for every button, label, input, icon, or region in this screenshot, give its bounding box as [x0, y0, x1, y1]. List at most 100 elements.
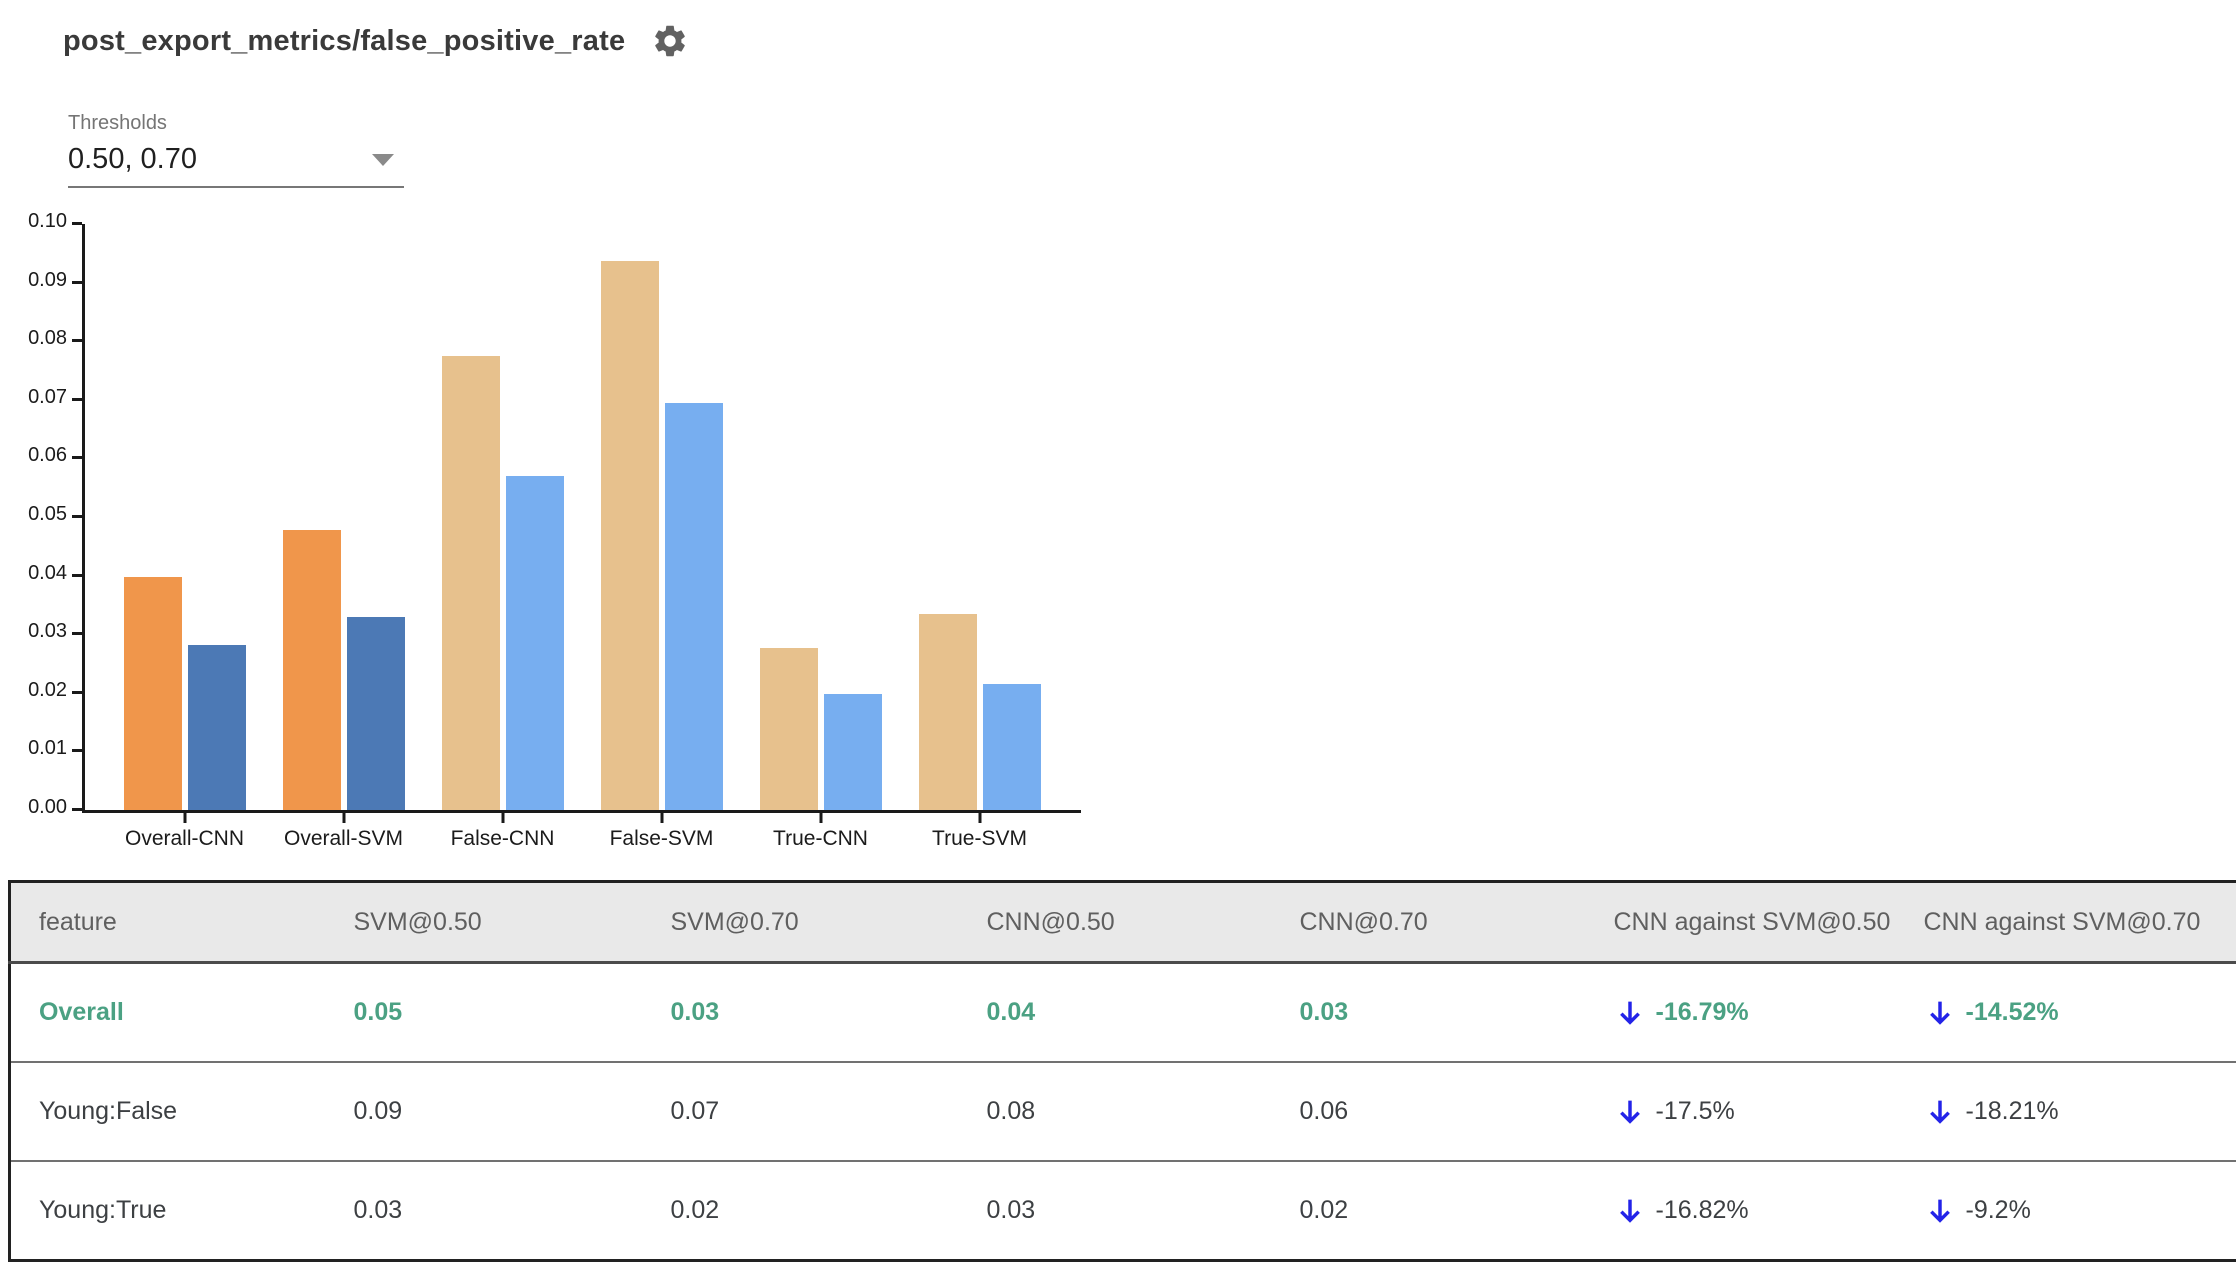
column-header-cnn-0-70: CNN@0.70 — [1300, 882, 1614, 963]
y-tick-mark — [72, 339, 82, 342]
y-tick-label: 0.02 — [7, 679, 67, 702]
bar-group-false-cnn — [423, 356, 582, 810]
bar-group-true-svm — [900, 614, 1059, 810]
delta-cell: -9.2% — [1924, 1161, 2236, 1261]
bar-true-cnn-threshold-0.50 — [760, 648, 818, 810]
y-tick-label: 0.05 — [7, 503, 67, 526]
y-tick-mark — [72, 749, 82, 752]
arrow-down-icon — [1614, 1195, 1646, 1227]
metric-value-cell: 0.02 — [671, 1161, 987, 1261]
metric-value-cell: 0.03 — [987, 1161, 1300, 1261]
bar-true-svm-threshold-0.70 — [983, 684, 1041, 810]
arrow-down-icon — [1924, 997, 1956, 1029]
bar-groups — [85, 224, 1081, 810]
x-tick-label: True-CNN — [773, 827, 868, 851]
thresholds-dropdown[interactable]: Thresholds 0.50, 0.70 — [68, 112, 404, 188]
column-header-svm-0-70: SVM@0.70 — [671, 882, 987, 963]
x-tick-label: True-SVM — [932, 827, 1027, 851]
bar-true-svm-threshold-0.50 — [919, 614, 977, 810]
page-title: post_export_metrics/false_positive_rate — [63, 25, 625, 58]
y-tick-label: 0.01 — [7, 737, 67, 760]
thresholds-value: 0.50, 0.70 — [68, 143, 197, 176]
x-tick-label: Overall-SVM — [284, 827, 403, 851]
x-tick-mark — [660, 813, 663, 823]
y-tick-label: 0.09 — [7, 269, 67, 292]
y-tick-label: 0.10 — [7, 210, 67, 233]
y-tick-mark — [72, 691, 82, 694]
y-tick-mark — [72, 574, 82, 577]
x-tick-label: False-CNN — [451, 827, 555, 851]
metric-value-cell: 0.03 — [1300, 963, 1614, 1063]
y-tick-label: 0.00 — [7, 796, 67, 819]
delta-percentage: -14.52% — [1966, 998, 2059, 1027]
metric-value-cell: 0.09 — [354, 1062, 671, 1161]
y-tick-mark — [72, 281, 82, 284]
delta-cell: -16.79% — [1614, 963, 1924, 1063]
delta-percentage: -18.21% — [1966, 1097, 2059, 1126]
feature-cell: Young:False — [10, 1062, 354, 1161]
column-header-cnn-against-svm-0-50: CNN against SVM@0.50 — [1614, 882, 1924, 963]
y-tick-mark — [72, 632, 82, 635]
bar-true-cnn-threshold-0.70 — [824, 694, 882, 810]
delta-percentage: -17.5% — [1656, 1097, 1735, 1126]
metric-value-cell: 0.06 — [1300, 1062, 1614, 1161]
metric-value-cell: 0.07 — [671, 1062, 987, 1161]
gear-icon[interactable] — [651, 22, 689, 60]
bar-group-true-cnn — [741, 648, 900, 810]
column-header-cnn-0-50: CNN@0.50 — [987, 882, 1300, 963]
x-axis-labels: Overall-CNN Overall-SVM False-CNN False-SVM… — [85, 813, 1101, 851]
feature-cell: Young:True — [10, 1161, 354, 1261]
column-header-feature: feature — [10, 882, 354, 963]
y-tick-mark — [72, 456, 82, 459]
thresholds-label: Thresholds — [68, 112, 404, 135]
feature-cell: Overall — [10, 963, 354, 1063]
x-axis-category: True-SVM — [900, 813, 1059, 851]
delta-cell: -14.52% — [1924, 963, 2236, 1063]
delta-percentage: -16.79% — [1656, 998, 1749, 1027]
x-axis-category: Overall-SVM — [264, 813, 423, 851]
bar-group-overall-svm — [264, 530, 423, 810]
y-tick-mark — [72, 808, 82, 811]
y-tick-mark — [72, 515, 82, 518]
x-tick-label: False-SVM — [610, 827, 714, 851]
y-tick-mark — [72, 398, 82, 401]
arrow-down-icon — [1924, 1096, 1956, 1128]
bar-false-cnn-threshold-0.70 — [506, 476, 564, 810]
y-tick-mark — [72, 222, 82, 225]
metric-value-cell: 0.05 — [354, 963, 671, 1063]
column-header-cnn-against-svm-0-70: CNN against SVM@0.70 — [1924, 882, 2236, 963]
delta-percentage: -16.82% — [1656, 1196, 1749, 1225]
delta-cell: -16.82% — [1614, 1161, 1924, 1261]
x-tick-mark — [819, 813, 822, 823]
metric-value-cell: 0.04 — [987, 963, 1300, 1063]
x-axis-category: True-CNN — [741, 813, 900, 851]
bar-group-overall-cnn — [105, 577, 264, 810]
y-tick-label: 0.04 — [7, 562, 67, 585]
metric-header: post_export_metrics/false_positive_rate — [63, 22, 689, 60]
bar-false-svm-threshold-0.50 — [601, 261, 659, 810]
x-tick-mark — [342, 813, 345, 823]
x-axis-category: Overall-CNN — [105, 813, 264, 851]
metric-value-cell: 0.03 — [671, 963, 987, 1063]
y-tick-label: 0.03 — [7, 620, 67, 643]
delta-cell: -17.5% — [1614, 1062, 1924, 1161]
x-tick-label: Overall-CNN — [125, 827, 244, 851]
metric-value-cell: 0.02 — [1300, 1161, 1614, 1261]
chevron-down-icon — [372, 154, 394, 166]
x-tick-mark — [183, 813, 186, 823]
bar-overall-cnn-threshold-0.70 — [188, 645, 246, 810]
x-axis-category: False-SVM — [582, 813, 741, 851]
x-tick-mark — [501, 813, 504, 823]
bar-false-cnn-threshold-0.50 — [442, 356, 500, 810]
metric-value-cell: 0.08 — [987, 1062, 1300, 1161]
column-header-svm-0-50: SVM@0.50 — [354, 882, 671, 963]
bar-overall-cnn-threshold-0.50 — [124, 577, 182, 810]
bar-overall-svm-threshold-0.70 — [347, 617, 405, 810]
bar-overall-svm-threshold-0.50 — [283, 530, 341, 810]
y-tick-label: 0.06 — [7, 444, 67, 467]
